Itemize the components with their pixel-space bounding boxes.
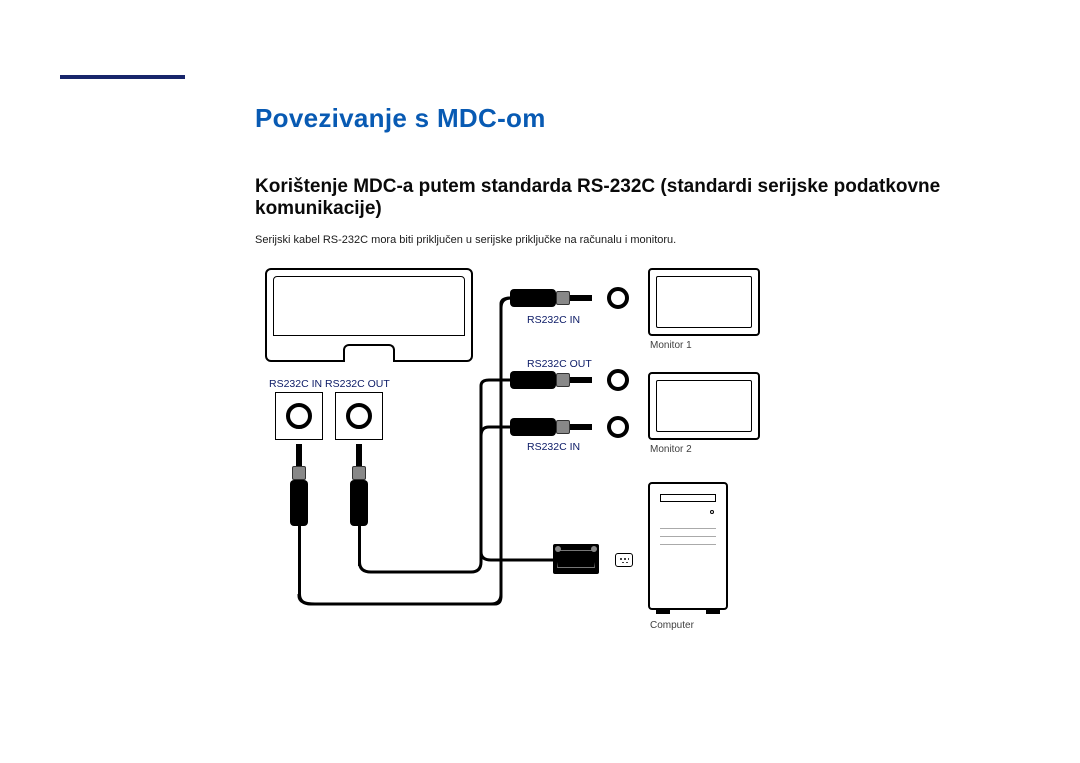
section-subheading: Korištenje MDC-a putem standarda RS-232C… [255, 176, 1025, 220]
label-rs232c-in-1: RS232C IN [527, 314, 580, 326]
monitor-2-caption: Monitor 2 [650, 444, 692, 455]
computer-caption: Computer [650, 620, 694, 631]
monitor-1 [648, 268, 760, 336]
plug-rs232c-in-monitor2 [510, 418, 592, 436]
label-rs232c-out: RS232C OUT [527, 358, 592, 370]
accent-rule [60, 75, 185, 79]
label-rs232c-in-2: RS232C IN [527, 441, 580, 453]
plug-rs232c-out [510, 371, 592, 389]
monitor-2 [648, 372, 760, 440]
serial-port [615, 553, 633, 567]
db9-connector [553, 544, 599, 574]
page-heading: Povezivanje s MDC-om [255, 103, 1025, 134]
description-text: Serijski kabel RS-232C mora biti priklju… [255, 234, 1025, 246]
jack-monitor2-in [607, 416, 629, 438]
monitor-1-caption: Monitor 1 [650, 340, 692, 351]
plug-rs232c-in-monitor1 [510, 289, 592, 307]
content-area: Povezivanje s MDC-om Korištenje MDC-a pu… [255, 103, 1025, 654]
computer-tower [648, 482, 728, 610]
jack-monitor1-out [607, 369, 629, 391]
connection-diagram: RS232C IN RS232C OUT [255, 264, 815, 654]
jack-monitor1-in [607, 287, 629, 309]
